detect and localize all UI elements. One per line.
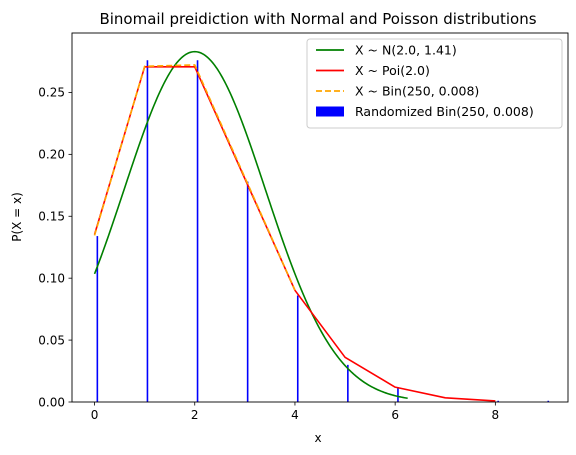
- legend-label: X ~ Bin(250, 0.008): [355, 84, 479, 99]
- legend-label: Randomized Bin(250, 0.008): [355, 104, 534, 119]
- bar-series: [96, 60, 550, 403]
- x-tick-label: 4: [291, 408, 299, 422]
- y-tick-label: 0.20: [38, 148, 65, 162]
- bar: [347, 364, 349, 402]
- bar: [96, 236, 99, 402]
- y-tick-label: 0.25: [38, 86, 65, 100]
- normal-curve-line: [93, 50, 408, 400]
- bar: [497, 400, 499, 402]
- line-series: [93, 50, 496, 402]
- legend-swatch: [316, 106, 344, 117]
- x-tick-label: 6: [391, 408, 399, 422]
- legend-frame: [306, 38, 563, 129]
- bar: [296, 295, 299, 402]
- x-tick-label: 0: [91, 408, 99, 422]
- x-axis: 0 2 4 6 8: [91, 402, 499, 422]
- bar: [246, 181, 249, 402]
- bar: [547, 400, 550, 402]
- x-tick-label: 8: [492, 408, 500, 422]
- plot-frame: [71, 32, 569, 403]
- y-tick-label: 0.05: [38, 333, 65, 347]
- y-tick-label: 0.00: [38, 395, 65, 409]
- legend-label: X ~ Poi(2.0): [355, 63, 430, 78]
- y-axis-label: P(X = x): [10, 192, 24, 242]
- y-tick-label: 0.10: [38, 271, 65, 285]
- x-tick-label: 2: [191, 408, 199, 422]
- binomial-line: [93, 64, 296, 291]
- poisson-line: [93, 66, 496, 402]
- bar: [196, 60, 199, 403]
- chart-title: Binomail preidiction with Normal and Poi…: [99, 10, 536, 28]
- legend-label: X ~ N(2.0, 1.41): [355, 43, 457, 58]
- y-tick-label: 0.15: [38, 210, 65, 224]
- legend: X ~ N(2.0, 1.41) X ~ Poi(2.0) X ~ Bin(250,…: [306, 38, 563, 129]
- bar: [397, 387, 399, 402]
- bar: [146, 60, 149, 403]
- y-axis: 0.00 0.05 0.10 0.15 0.20 0.25: [38, 86, 72, 409]
- x-axis-label: x: [314, 431, 321, 445]
